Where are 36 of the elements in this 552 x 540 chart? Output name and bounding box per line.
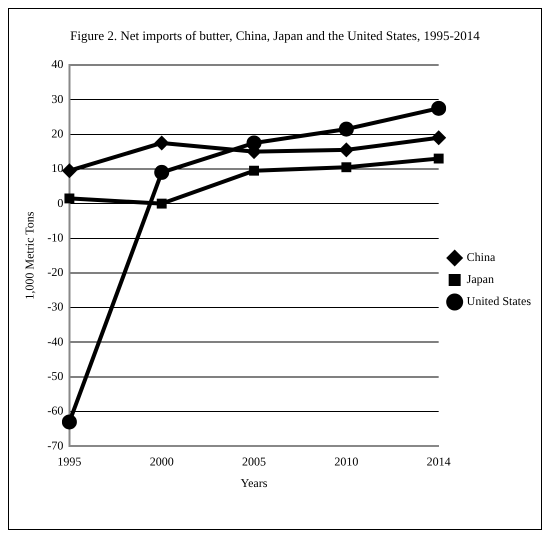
point — [62, 414, 77, 430]
y-tick-label: -40 — [47, 334, 64, 348]
y-tick-label: 10 — [51, 161, 64, 176]
y-axis-title: 1,000 Metric Tons — [22, 211, 36, 300]
point — [434, 154, 444, 164]
point — [338, 142, 354, 158]
y-tick-label: -60 — [47, 404, 64, 418]
point — [338, 122, 354, 137]
legend-label: China — [466, 250, 496, 264]
x-tick-label: 1995 — [57, 454, 82, 469]
point — [249, 166, 259, 176]
point — [64, 193, 74, 204]
chart-title: Figure 2. Net imports of butter, China, Japan and the United States, 1995-2014 — [69, 27, 481, 45]
point — [154, 164, 170, 180]
x-axis-title: Years — [240, 476, 268, 490]
y-tick-label: 30 — [51, 92, 64, 106]
y-tick-label: 40 — [51, 57, 64, 72]
y-tick-label: -20 — [47, 265, 64, 280]
y-tick-label: 20 — [51, 126, 64, 140]
point — [156, 198, 167, 209]
x-tick-label: 2010 — [334, 454, 358, 469]
y-tick-label: 0 — [57, 196, 64, 210]
point — [341, 162, 352, 172]
legend-label: United States — [466, 294, 532, 308]
x-tick-label: 2005 — [242, 454, 266, 469]
point — [154, 135, 170, 150]
y-tick-label: -30 — [47, 300, 64, 314]
legend-label: Japan — [466, 272, 494, 286]
point — [431, 130, 446, 146]
x-tick-label: 2000 — [150, 454, 174, 469]
x-tick-label: 2014 — [426, 454, 451, 469]
point — [62, 163, 77, 178]
point — [431, 100, 446, 116]
y-tick-label: -50 — [47, 369, 64, 384]
y-tick-label: -10 — [47, 230, 64, 244]
y-tick-label: -70 — [47, 438, 64, 452]
